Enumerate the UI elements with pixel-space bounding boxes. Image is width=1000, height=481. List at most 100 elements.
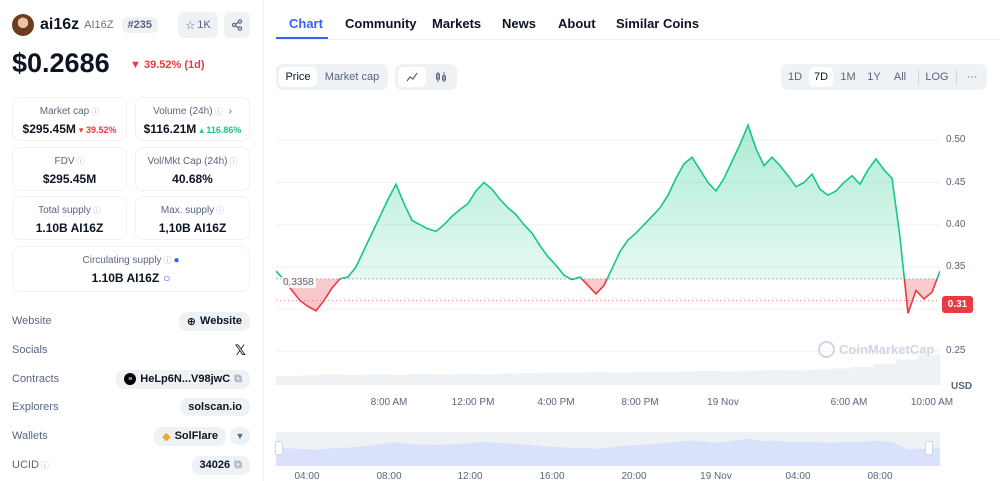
y-tick-label: 0.25 xyxy=(946,345,966,357)
market-cap-stat[interactable]: Market cap ⓘ $295.45M ▾ 39.52% xyxy=(12,97,127,141)
supply-ring-icon: ○ xyxy=(163,271,171,285)
max-supply-value: 1,10B AI16Z xyxy=(158,221,227,235)
wallet-link[interactable]: ◆ SolFlare xyxy=(154,426,226,446)
navigator-left-handle[interactable] xyxy=(275,441,283,455)
price-line-up xyxy=(276,122,940,279)
caret-down-icon: ▾ xyxy=(78,125,84,135)
volume-bar xyxy=(718,371,742,385)
share-icon xyxy=(231,19,243,31)
tab-chart[interactable]: Chart xyxy=(289,16,323,31)
x-tick-label: 8:00 PM xyxy=(621,397,659,408)
copy-icon[interactable]: ⧉ xyxy=(234,372,242,385)
x-twitter-icon[interactable]: 𝕏 xyxy=(234,341,246,358)
volume-label: Volume (24h) xyxy=(153,106,213,117)
website-row: Website ⊕ Website xyxy=(12,310,250,332)
vol-mkt-label: Vol/Mkt Cap (24h) xyxy=(147,156,228,167)
globe-icon: ⊕ xyxy=(186,315,197,328)
contracts-label: Contracts xyxy=(12,373,60,385)
range-1m-button[interactable]: 1M xyxy=(840,71,856,83)
volume-bar xyxy=(453,373,476,385)
info-icon: ⓘ xyxy=(214,107,223,116)
range-divider xyxy=(956,69,957,85)
volume-bar xyxy=(785,370,808,385)
verified-icon: ● xyxy=(173,255,180,266)
price-change: ▼ 39.52% (1d) xyxy=(130,59,204,71)
navigator-tick-label: 19 Nov xyxy=(700,471,732,481)
volume-bar xyxy=(475,374,498,385)
volume-bar xyxy=(917,355,941,385)
volume-bar xyxy=(320,374,343,385)
explorer-link[interactable]: solscan.io xyxy=(180,398,250,416)
open-price-label: 0.3358 xyxy=(281,277,316,288)
price-change-value: 39.52% (1d) xyxy=(143,59,205,71)
tab-community[interactable]: Community xyxy=(345,16,417,31)
contracts-row: Contracts ≡ HeLp6N...V98jwC ⧉ xyxy=(12,368,250,390)
vol-mkt-stat: Vol/Mkt Cap (24h) ⓘ 40.68% xyxy=(135,147,250,191)
currency-label: USD xyxy=(951,381,973,392)
watchlist-button[interactable]: ☆ 1K xyxy=(178,12,218,38)
star-icon: ☆ xyxy=(185,19,196,32)
volume-bar xyxy=(430,374,454,385)
copy-icon[interactable]: ⧉ xyxy=(234,458,242,471)
navigator-tick-label: 08:00 xyxy=(376,471,402,481)
range-1d-button[interactable]: 1D xyxy=(787,71,803,83)
line-chart-button[interactable] xyxy=(398,67,426,87)
range-navigator[interactable] xyxy=(276,432,940,466)
coin-header: ai16z AI16Z #235 xyxy=(12,14,158,36)
volume-bar xyxy=(585,372,609,385)
navigator-tick-label: 08:00 xyxy=(867,471,893,481)
log-scale-button[interactable]: LOG xyxy=(925,71,949,83)
ucid-label: UCID xyxy=(12,459,39,471)
volume-bar xyxy=(895,359,919,385)
more-options-button[interactable]: ··· xyxy=(966,71,978,83)
market-cap-toggle-button[interactable]: Market cap xyxy=(324,71,380,83)
coinmarketcap-watermark: CoinMarketCap xyxy=(818,341,934,358)
candle-chart-button[interactable] xyxy=(428,67,454,87)
candlestick-icon xyxy=(436,72,446,82)
wallets-group: ◆ SolFlare ▼ xyxy=(154,426,250,446)
navigator-right-handle[interactable] xyxy=(925,441,933,455)
section-tabs: Chart Community Markets News About Simil… xyxy=(276,0,1000,40)
fdv-label: FDV xyxy=(54,156,75,167)
caret-up-icon: ▴ xyxy=(199,125,204,135)
navigator-tick-label: 16:00 xyxy=(539,471,565,481)
navigator-tick-label: 04:00 xyxy=(294,471,320,481)
time-range-toggle: 1D 7D 1M 1Y All LOG ··· xyxy=(781,64,987,90)
volume-bar xyxy=(276,376,299,385)
chevron-down-icon[interactable]: ▼ xyxy=(230,427,250,445)
explorers-row: Explorers solscan.io xyxy=(12,396,250,418)
info-icon: ⓘ xyxy=(40,461,49,470)
navigator-tick-label: 04:00 xyxy=(785,471,811,481)
tab-news[interactable]: News xyxy=(502,16,536,31)
volume-bar xyxy=(807,369,830,385)
tab-about[interactable]: About xyxy=(558,16,596,31)
total-supply-stat: Total supply ⓘ 1.10B AI16Z xyxy=(12,196,127,240)
price-chart[interactable] xyxy=(276,115,1000,415)
range-7d-button[interactable]: 7D xyxy=(809,67,833,87)
caret-down-icon: ▼ xyxy=(130,59,141,71)
y-tick-label: 0.45 xyxy=(946,176,966,188)
tab-markets[interactable]: Markets xyxy=(432,16,482,31)
coin-symbol: AI16Z xyxy=(84,19,114,31)
info-icon: ⓘ xyxy=(216,206,225,215)
x-tick-label: 19 Nov xyxy=(707,397,739,408)
volume-stat[interactable]: Volume (24h) ⓘ › $116.21M ▴ 116.86% xyxy=(135,97,250,141)
watchlist-count: 1K xyxy=(197,19,211,31)
fdv-stat: FDV ⓘ $295.45M xyxy=(12,147,127,191)
volume-bar xyxy=(298,375,321,385)
range-all-button[interactable]: All xyxy=(893,71,907,83)
contract-address[interactable]: ≡ HeLp6N...V98jwC ⧉ xyxy=(116,369,250,389)
volume-bar xyxy=(829,368,852,385)
volume-bar xyxy=(497,373,520,385)
tab-similar-coins[interactable]: Similar Coins xyxy=(616,16,700,31)
volume-bar xyxy=(740,370,764,385)
range-1y-button[interactable]: 1Y xyxy=(867,71,881,83)
share-button[interactable] xyxy=(224,12,250,38)
wallets-label: Wallets xyxy=(12,430,48,442)
website-link[interactable]: ⊕ Website xyxy=(178,311,250,331)
ucid-value[interactable]: 34026 ⧉ xyxy=(191,455,250,475)
price-toggle-button[interactable]: Price xyxy=(279,67,317,87)
active-tab-indicator xyxy=(276,37,328,39)
volume-bar xyxy=(652,372,675,385)
circ-supply-label: Circulating supply xyxy=(82,255,162,266)
